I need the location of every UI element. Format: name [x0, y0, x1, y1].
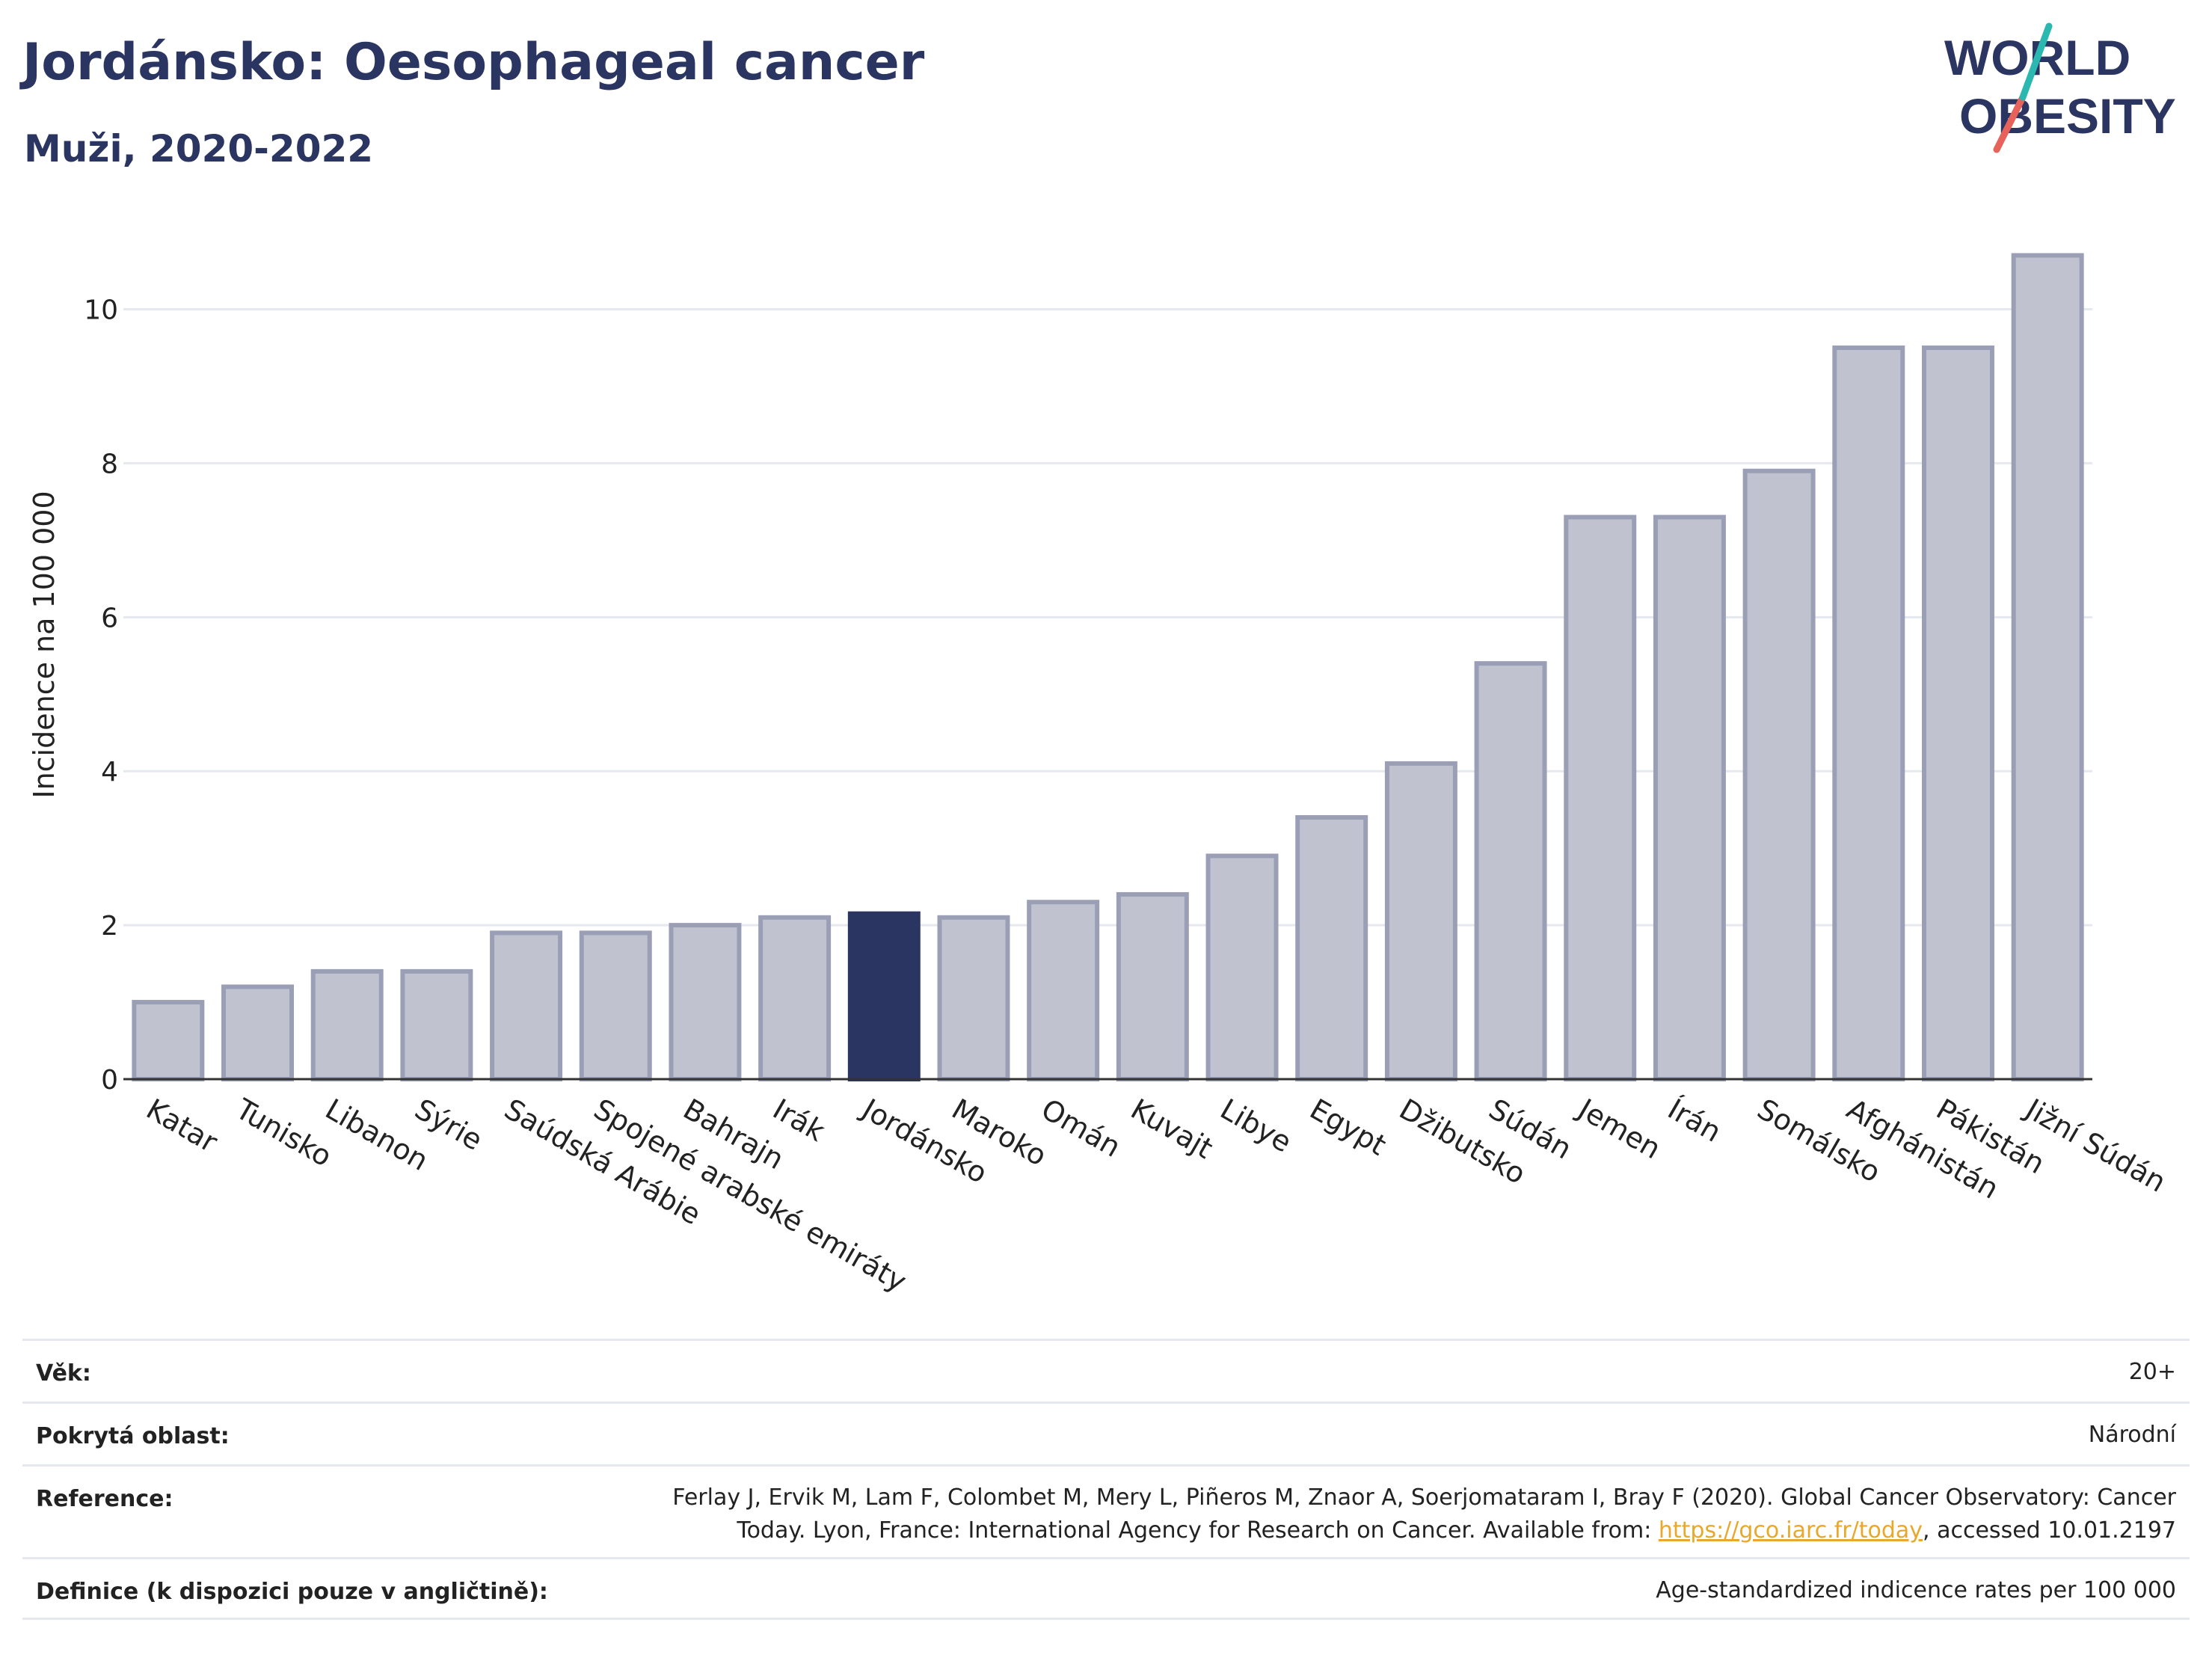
- bar: [1832, 346, 1905, 1082]
- y-tick-label: 10: [84, 295, 118, 326]
- x-tick-label: Írán: [1662, 1093, 1727, 1149]
- bar: [758, 915, 832, 1081]
- svg-text:OBESITY: OBESITY: [1959, 88, 2176, 144]
- bar: [1205, 853, 1279, 1081]
- world-obesity-logo: WORLD OBESITY: [1944, 22, 2176, 153]
- y-axis-label: Incidence na 100 000: [28, 491, 61, 798]
- bar: [1653, 515, 1726, 1081]
- meta-value: Age-standardized indicence rates per 100…: [1656, 1577, 2176, 1603]
- meta-row-reference: Reference: Ferlay J, Ervik M, Lam F, Col…: [22, 1464, 2190, 1557]
- reference-text: Ferlay J, Ervik M, Lam F, Colombet M, Me…: [672, 1484, 2176, 1511]
- meta-value: Národní: [2088, 1422, 2176, 1448]
- x-tick-label: Katar: [141, 1093, 223, 1159]
- reference-text: , accessed 10.01.2197: [1923, 1517, 2176, 1544]
- reference-link[interactable]: https://gco.iarc.fr/today: [1658, 1517, 1923, 1544]
- x-tick-label: Egypt: [1304, 1093, 1392, 1162]
- bar: [579, 930, 652, 1081]
- meta-row-coverage: Pokrytá oblast: Národní: [22, 1401, 2190, 1464]
- bar: [221, 984, 295, 1081]
- y-tick-label: 8: [101, 449, 118, 479]
- bar: [1742, 468, 1816, 1081]
- x-tick-label: Jemen: [1572, 1092, 1667, 1166]
- meta-row-age: Věk: 20+: [22, 1339, 2190, 1401]
- reference-text: Today. Lyon, France: International Agenc…: [737, 1517, 1659, 1544]
- x-tick-label: Libanon: [320, 1093, 434, 1177]
- y-tick-label: 4: [101, 757, 118, 787]
- meta-label: Pokrytá oblast:: [36, 1423, 230, 1449]
- page-title: Jordánsko: Oesophageal cancer: [22, 33, 925, 92]
- bar: [1384, 761, 1457, 1081]
- bar: [132, 1000, 205, 1082]
- bar: [310, 968, 384, 1081]
- x-tick-label: Libye: [1215, 1093, 1297, 1159]
- y-tick-label: 6: [101, 603, 118, 633]
- bar: [1474, 661, 1547, 1081]
- bar: [490, 930, 563, 1081]
- meta-row-definition: Definice (k dispozici pouze v angličtině…: [22, 1557, 2190, 1620]
- metadata-table: Věk: 20+ Pokrytá oblast: Národní Referen…: [22, 1339, 2190, 1620]
- bar: [400, 968, 473, 1081]
- bars: [132, 253, 2084, 1082]
- bar: [1921, 346, 1994, 1082]
- meta-label: Reference:: [36, 1486, 173, 1512]
- bar: [937, 915, 1010, 1081]
- meta-label: Věk:: [36, 1360, 91, 1387]
- bar: [2011, 253, 2084, 1081]
- bar: [1116, 891, 1189, 1082]
- x-tick-label: Omán: [1036, 1093, 1126, 1164]
- meta-value: Ferlay J, Ervik M, Lam F, Colombet M, Me…: [672, 1481, 2176, 1547]
- x-tick-label: Kuvajt: [1125, 1093, 1218, 1165]
- x-tick-label: Tunisko: [230, 1092, 337, 1173]
- bar-highlight: [847, 911, 921, 1081]
- bar: [1295, 814, 1368, 1082]
- meta-label: Definice (k dispozici pouze v angličtině…: [36, 1579, 548, 1605]
- y-tick-label: 2: [101, 911, 118, 942]
- y-tick-label: 0: [101, 1065, 118, 1096]
- x-tick-label: Jižní Súdán: [2019, 1092, 2172, 1199]
- page-subtitle: Muži, 2020-2022: [24, 127, 374, 171]
- bar: [1027, 900, 1100, 1082]
- meta-value: 20+: [2128, 1359, 2176, 1385]
- bar: [1564, 515, 1637, 1081]
- bar: [669, 923, 742, 1082]
